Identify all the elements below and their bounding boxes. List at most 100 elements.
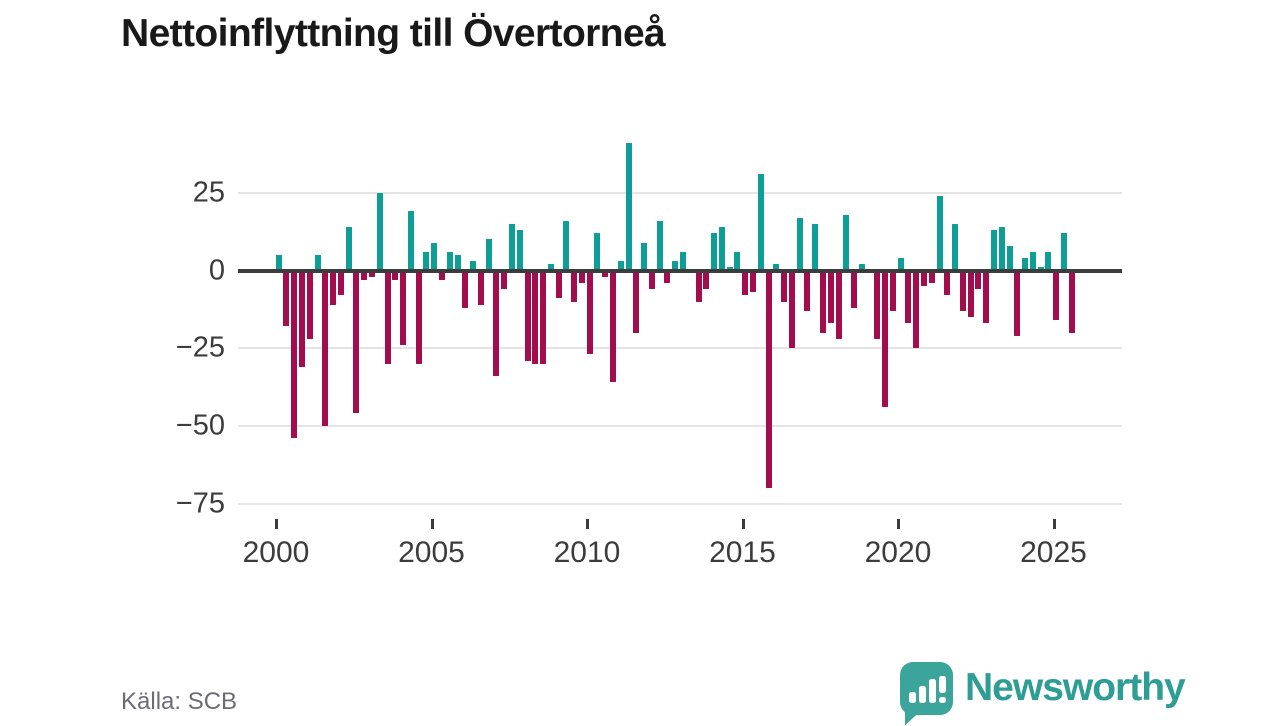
y-gridline [238, 347, 1122, 350]
bar [1060, 233, 1067, 271]
bar [330, 270, 337, 305]
bar [983, 270, 990, 324]
bar [617, 261, 624, 271]
bar [602, 270, 609, 277]
x-axis-tick-label: 2025 [1020, 536, 1087, 569]
x-axis-tick [430, 519, 434, 529]
bar [353, 270, 360, 414]
y-axis-tick-label: −75 [175, 487, 225, 520]
bar [835, 270, 842, 339]
bar [959, 270, 966, 311]
x-axis-tick [897, 519, 900, 529]
bar [788, 270, 795, 349]
bar [843, 214, 850, 271]
bar [656, 220, 663, 271]
bar [781, 270, 788, 302]
x-axis-tick-label: 2005 [398, 536, 465, 569]
bar [991, 230, 998, 271]
bar [819, 270, 826, 333]
bar [664, 270, 671, 283]
bar [555, 270, 562, 299]
bar [641, 242, 648, 271]
bar [858, 264, 865, 271]
y-axis-tick-label: −25 [175, 331, 225, 364]
bar [299, 270, 306, 367]
y-gridline [238, 191, 1122, 194]
bar [944, 270, 951, 296]
bar [501, 270, 508, 290]
bar [703, 270, 710, 290]
bar [563, 220, 570, 271]
bar [921, 270, 928, 287]
bar [936, 195, 943, 271]
bar [1006, 245, 1013, 271]
x-axis-tick [1052, 519, 1056, 529]
x-axis-tick [586, 519, 589, 529]
bar [695, 270, 702, 302]
bar [532, 270, 539, 364]
bar [314, 254, 321, 271]
bar [431, 242, 438, 271]
x-axis-tick-label: 2015 [709, 536, 776, 569]
bar [384, 270, 391, 364]
bar [882, 270, 889, 408]
bar [625, 143, 632, 271]
bar [516, 230, 523, 271]
bar [485, 239, 492, 271]
x-axis-tick-label: 2020 [864, 536, 932, 569]
logo-wordmark: Newsworthy [965, 666, 1186, 709]
bar-chart-speech-bubble-icon [900, 661, 953, 726]
bar [415, 270, 422, 364]
y-gridline [238, 424, 1122, 427]
source-label: Källa: SCB [121, 688, 238, 715]
bar [462, 270, 469, 308]
bar [967, 270, 974, 318]
bar [571, 270, 578, 302]
bar [454, 254, 461, 271]
bar [400, 270, 407, 346]
bar [345, 226, 352, 271]
bar [508, 223, 515, 271]
bar [283, 270, 290, 327]
bar [952, 223, 959, 271]
page-title: Nettoinflyttning till Övertorneå [121, 12, 666, 55]
bar [742, 270, 749, 296]
bar [369, 270, 375, 277]
bar [889, 270, 896, 311]
bar [392, 270, 399, 280]
bar [446, 251, 453, 271]
bar [998, 226, 1005, 271]
bar [1029, 251, 1036, 271]
bar [913, 270, 920, 349]
x-axis-tick-label: 2010 [553, 536, 621, 569]
bar [493, 270, 500, 377]
bar [275, 254, 282, 271]
bar [711, 233, 718, 271]
bar [322, 270, 329, 426]
bar [306, 270, 313, 339]
bar [680, 251, 686, 271]
bar [547, 264, 554, 271]
bar [376, 192, 383, 271]
bar [897, 258, 904, 271]
bar [633, 270, 640, 333]
bar [1014, 270, 1021, 336]
bar [524, 270, 531, 361]
bar [718, 226, 725, 271]
bar [586, 270, 593, 355]
bar [477, 270, 484, 305]
bar [438, 270, 445, 280]
bar [648, 270, 655, 290]
bar [337, 270, 344, 296]
bar [773, 264, 780, 271]
bar [905, 270, 912, 324]
bar [423, 251, 430, 271]
x-axis-tick [741, 519, 745, 529]
bar [796, 217, 803, 271]
bar [812, 223, 819, 271]
bar [734, 251, 741, 271]
bar [928, 270, 935, 283]
bar [672, 261, 679, 271]
bar [1068, 270, 1075, 333]
bar [765, 270, 772, 489]
